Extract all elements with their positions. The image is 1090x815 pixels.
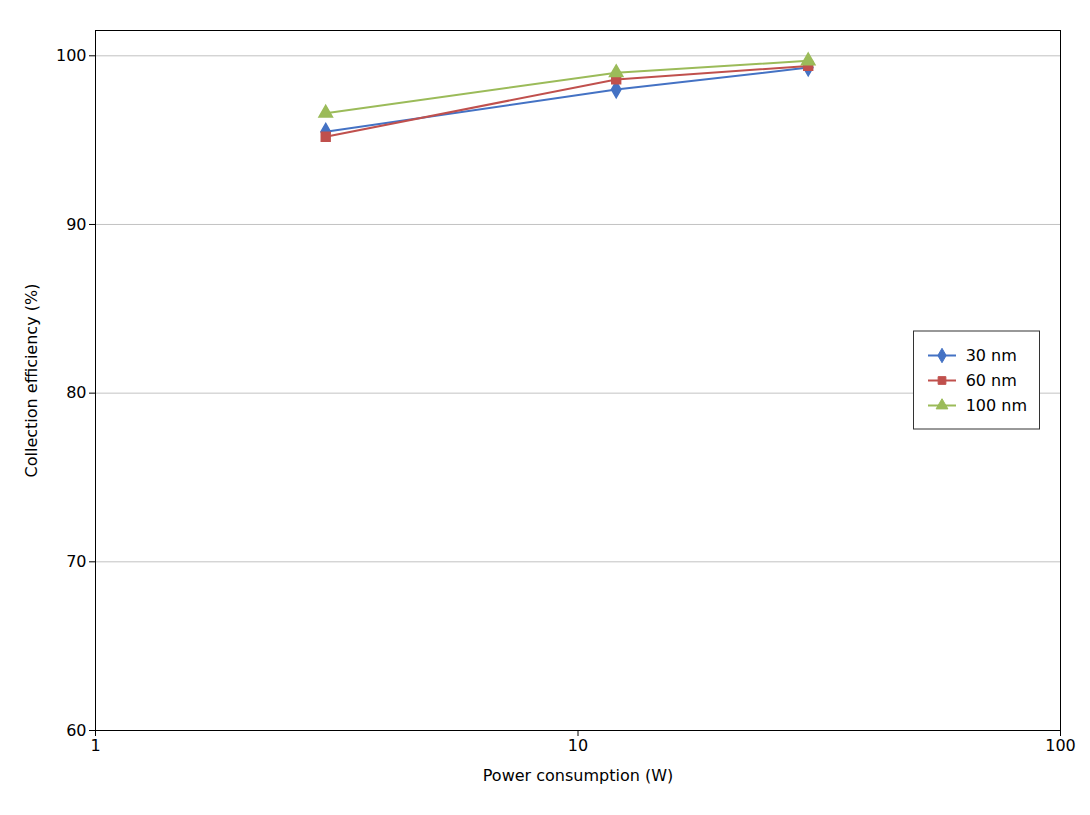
svg-text:100: 100 <box>1045 736 1076 755</box>
svg-text:80: 80 <box>66 383 86 402</box>
svg-text:Collection efficiency (%): Collection efficiency (%) <box>22 284 41 478</box>
html-text:100 nm: 100 nm <box>965 395 1027 415</box>
svg-text:70: 70 <box>66 552 86 571</box>
svg-text:1: 1 <box>90 736 100 755</box>
svg-text:90: 90 <box>66 215 86 234</box>
svg-text:60: 60 <box>66 721 86 740</box>
html-text:30 nm: 30 nm <box>965 345 1017 365</box>
svg-text:100: 100 <box>56 46 87 65</box>
html-text:60 nm: 60 nm <box>965 370 1017 390</box>
svg-text:10: 10 <box>568 736 588 755</box>
svg-text:Power consumption (W): Power consumption (W) <box>483 766 673 785</box>
